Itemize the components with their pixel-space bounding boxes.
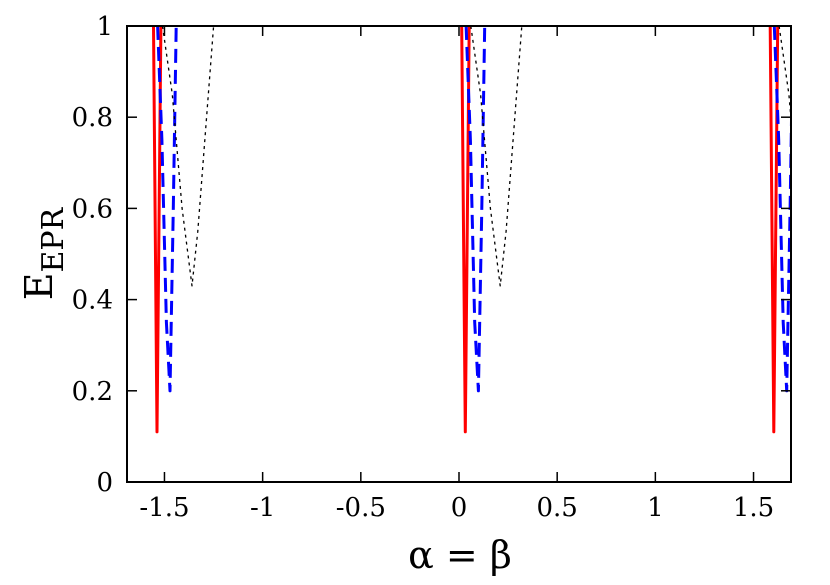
x-tick-label: 0.5	[536, 493, 577, 523]
series-1-curve-1	[152, 26, 163, 434]
y-axis-title-sub: EPR	[36, 206, 71, 272]
series-1-curve-2	[460, 26, 471, 434]
series-layer	[152, 26, 791, 434]
x-ticks: -1.5 -1 -0.5 0 0.5 1 1.5	[139, 26, 774, 523]
y-tick-label: 0.6	[72, 194, 113, 224]
series-2-curve-1	[156, 26, 178, 393]
y-axis-title-main: E	[17, 272, 61, 300]
y-ticks: 0 0.2 0.4 0.6 0.8 1	[72, 12, 791, 498]
x-tick-label: -1	[250, 493, 275, 523]
series-2-curve-2	[464, 26, 487, 393]
y-axis-title: EEPR	[17, 206, 71, 300]
y-tick-label: 0.2	[72, 377, 113, 407]
x-tick-label: -0.5	[336, 493, 386, 523]
x-tick-label: 1	[647, 493, 664, 523]
x-axis-title: α = β	[408, 533, 512, 577]
y-tick-label: 0.8	[72, 103, 113, 133]
series-3-curve-1	[161, 26, 215, 287]
x-tick-label: -1.5	[139, 493, 189, 523]
y-tick-label: 0	[96, 468, 113, 498]
x-tick-label: 1.5	[733, 493, 774, 523]
series-3-curve-2	[470, 26, 523, 287]
series-1-curve-3	[768, 26, 780, 434]
plot-frame	[126, 25, 792, 483]
series-3-curve-3	[778, 26, 791, 127]
y-tick-label: 1	[96, 12, 113, 42]
y-tick-label: 0.4	[72, 286, 113, 316]
x-tick-label: 0	[451, 493, 468, 523]
